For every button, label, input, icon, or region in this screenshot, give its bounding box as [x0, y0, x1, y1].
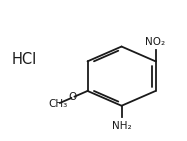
Text: O: O: [69, 92, 77, 102]
Text: CH₃: CH₃: [49, 99, 68, 109]
Text: NO₂: NO₂: [145, 37, 166, 47]
Text: HCl: HCl: [12, 52, 37, 67]
Text: NH₂: NH₂: [112, 121, 131, 131]
